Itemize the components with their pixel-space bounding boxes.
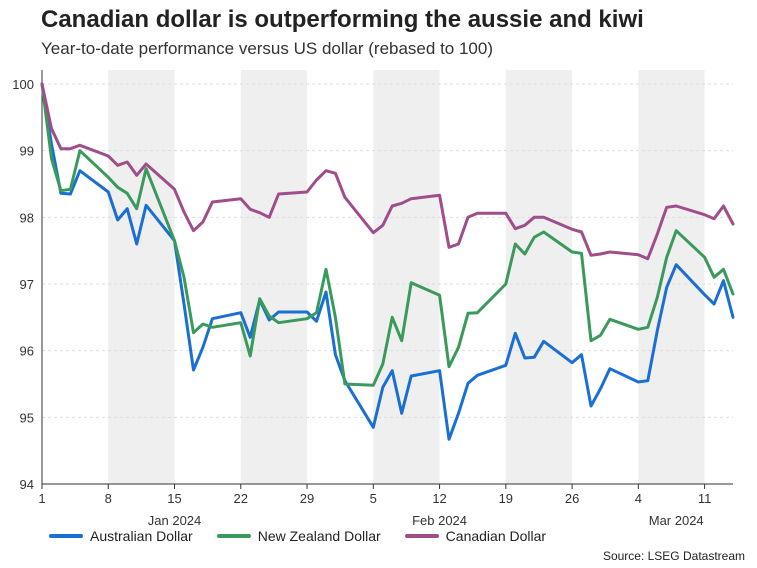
- legend-label: New Zealand Dollar: [257, 528, 381, 544]
- month-label: Jan 2024: [148, 513, 202, 528]
- y-tick-label: 94: [20, 477, 34, 492]
- x-tick-label: 8: [105, 491, 112, 506]
- x-tick-label: 19: [499, 491, 513, 506]
- series-lines: [40, 82, 735, 441]
- x-tick-label: 15: [167, 491, 181, 506]
- x-tick-label: 4: [635, 491, 642, 506]
- x-tick-label: 12: [432, 491, 446, 506]
- chart-subtitle: Year-to-date performance versus US dolla…: [41, 39, 493, 58]
- y-tick-label: 98: [20, 210, 34, 225]
- y-tick-label: 100: [12, 77, 34, 92]
- legend-label: Canadian Dollar: [445, 528, 547, 544]
- series-line-new-zealand-dollar: [40, 82, 735, 387]
- legend-swatch: [216, 534, 251, 538]
- legend-swatch: [49, 534, 83, 538]
- shaded-week-band: [505, 70, 573, 484]
- y-tick-label: 99: [20, 144, 34, 159]
- month-label: Mar 2024: [649, 513, 704, 528]
- legend-item-australian-dollar: Australian Dollar: [49, 528, 193, 544]
- x-tick-label: 29: [300, 491, 314, 506]
- y-tick-label: 96: [20, 344, 34, 359]
- weekly-shading: [108, 70, 705, 484]
- series-line-canadian-dollar: [40, 82, 735, 261]
- x-tick-label: 11: [698, 491, 712, 506]
- legend-item-canadian-dollar: Canadian Dollar: [404, 528, 547, 544]
- legend-item-new-zealand-dollar: New Zealand Dollar: [216, 528, 381, 544]
- y-tick-label: 97: [20, 277, 34, 292]
- shaded-week-band: [240, 70, 308, 484]
- x-tick-label: 1: [38, 491, 45, 506]
- axes: 94 95 96 97 98 99 100 1 8 15 22 29 5 12 19 26 4 11 Jan 202…: [12, 70, 733, 528]
- x-tick-label: 22: [234, 491, 248, 506]
- shaded-week-band: [373, 70, 440, 484]
- month-label: Feb 2024: [412, 513, 467, 528]
- source-note: Source: LSEG Datastream: [602, 549, 745, 563]
- x-tick-label: 5: [370, 491, 377, 506]
- series-line-australian-dollar: [40, 82, 735, 441]
- legend-label: Australian Dollar: [90, 528, 193, 544]
- shaded-week-band: [108, 70, 175, 484]
- y-tick-label: 95: [20, 410, 34, 425]
- x-tick-label: 26: [565, 491, 579, 506]
- legend: Australian Dollar New Zealand Dollar Can…: [49, 528, 570, 544]
- chart-title: Canadian dollar is outperforming the aus…: [41, 6, 644, 33]
- legend-swatch: [404, 534, 439, 538]
